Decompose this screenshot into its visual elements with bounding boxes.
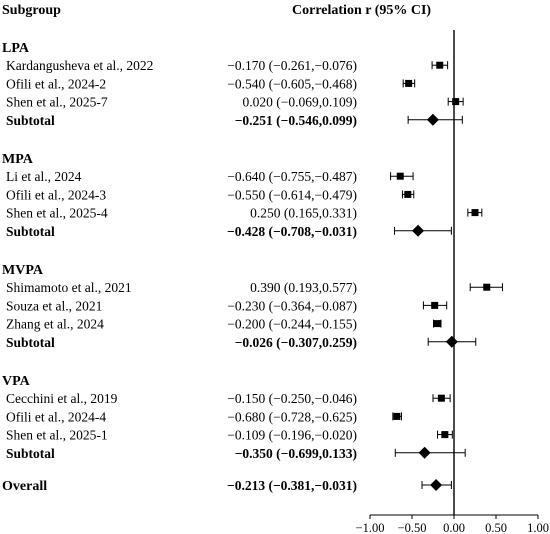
- subtotal-lpa-diamond: [426, 113, 439, 126]
- study-lpa-2-label: Ofili et al., 2024-2: [6, 76, 106, 91]
- study-lpa-1-point: [436, 61, 444, 69]
- study-mvpa-3-ci-text: −0.200 (−0.244,−0.155): [227, 317, 357, 332]
- study-vpa-2-ci-text: −0.680 (−0.728,−0.625): [227, 409, 357, 424]
- study-vpa-3-ci-text: −0.109 (−0.196,−0.020): [227, 428, 357, 443]
- study-lpa-3-ci-text: 0.020 (−0.069,0.109): [243, 95, 357, 110]
- study-lpa-1-label: Kardangusheva et al., 2022: [6, 58, 153, 73]
- study-mpa-1-point: [396, 172, 404, 180]
- x-axis-tick-label-1: −0.50: [398, 521, 427, 534]
- study-mpa-2-point: [404, 190, 412, 198]
- study-mvpa-1-label: Shimamoto et al., 2021: [6, 280, 132, 295]
- study-lpa-1-ci-text: −0.170 (−0.261,−0.076): [227, 58, 357, 73]
- study-mvpa-2-label: Souza et al., 2021: [6, 298, 102, 313]
- study-mvpa-1-ci-text: 0.390 (0.193,0.577): [250, 280, 357, 295]
- subtotal-mvpa-label: Subtotal: [6, 335, 55, 350]
- study-mvpa-2-ci-text: −0.230 (−0.364,−0.087): [227, 298, 357, 313]
- group-label-mpa: MPA: [2, 152, 34, 167]
- subtotal-vpa-diamond: [418, 446, 431, 459]
- study-mvpa-3-label: Zhang et al., 2024: [6, 317, 104, 332]
- study-vpa-1-label: Cecchini et al., 2019: [6, 391, 118, 406]
- study-lpa-2-ci-text: −0.540 (−0.605,−0.468): [227, 76, 357, 91]
- study-mvpa-3-point: [433, 320, 441, 328]
- subtotal-lpa-label: Subtotal: [6, 113, 55, 128]
- subtotal-lpa-ci-text: −0.251 (−0.546,0.099): [235, 113, 357, 128]
- subtotal-mpa-ci-text: −0.428 (−0.708,−0.031): [227, 224, 357, 239]
- study-vpa-3-point: [441, 431, 449, 439]
- study-vpa-2-label: Ofili et al., 2024-4: [6, 409, 106, 424]
- study-lpa-3-label: Shen et al., 2025-7: [6, 95, 108, 110]
- study-mpa-2-label: Ofili et al., 2024-3: [6, 187, 106, 202]
- study-mvpa-1-point: [483, 283, 491, 291]
- study-mpa-1-label: Li et al., 2024: [6, 169, 82, 184]
- overall-label: Overall: [2, 479, 47, 494]
- subtotal-mvpa-diamond: [445, 335, 458, 348]
- forest-plot-area: −1.00 −0.50 0.00 0.50 1.00: [356, 30, 549, 534]
- group-label-lpa: LPA: [2, 41, 30, 56]
- subtotal-vpa-label: Subtotal: [6, 446, 55, 461]
- study-mpa-3-label: Shen et al., 2025-4: [6, 206, 108, 221]
- subtotal-mvpa-ci-text: −0.026 (−0.307,0.259): [235, 335, 357, 350]
- x-axis-tick-label-3: 0.50: [485, 521, 507, 534]
- group-label-vpa: VPA: [2, 374, 31, 389]
- header-correlation: Correlation r (95% CI): [292, 3, 431, 18]
- study-vpa-1-ci-text: −0.150 (−0.250,−0.046): [227, 391, 357, 406]
- subtotal-mpa-diamond: [412, 224, 425, 237]
- header-subgroup: Subgroup: [2, 3, 61, 18]
- study-vpa-1-point: [437, 394, 445, 402]
- overall-diamond: [430, 479, 443, 491]
- study-lpa-3-point: [452, 98, 460, 106]
- study-lpa-2-point: [405, 79, 413, 87]
- study-mpa-3-ci-text: 0.250 (0.165,0.331): [250, 206, 357, 221]
- subtotal-mpa-label: Subtotal: [6, 224, 55, 239]
- study-mvpa-2-point: [431, 301, 439, 309]
- overall-ci-text: −0.213 (−0.381,−0.031): [227, 478, 357, 493]
- study-vpa-2-point: [393, 412, 401, 420]
- study-mpa-3-point: [471, 209, 479, 217]
- study-vpa-3-label: Shen et al., 2025-1: [6, 428, 108, 443]
- study-mpa-2-ci-text: −0.550 (−0.614,−0.479): [227, 187, 357, 202]
- x-axis-tick-label-2: 0.00: [443, 521, 465, 534]
- group-label-mvpa: MVPA: [2, 263, 44, 278]
- forest-rows: LPA Kardangusheva et al., 2022 −0.170 (−0.…: [2, 41, 357, 494]
- x-axis-tick-label-4: 1.00: [527, 521, 549, 534]
- study-mpa-1-ci-text: −0.640 (−0.755,−0.487): [227, 169, 357, 184]
- subtotal-vpa-ci-text: −0.350 (−0.699,0.133): [235, 446, 357, 461]
- x-axis-tick-label-0: −1.00: [356, 521, 385, 534]
